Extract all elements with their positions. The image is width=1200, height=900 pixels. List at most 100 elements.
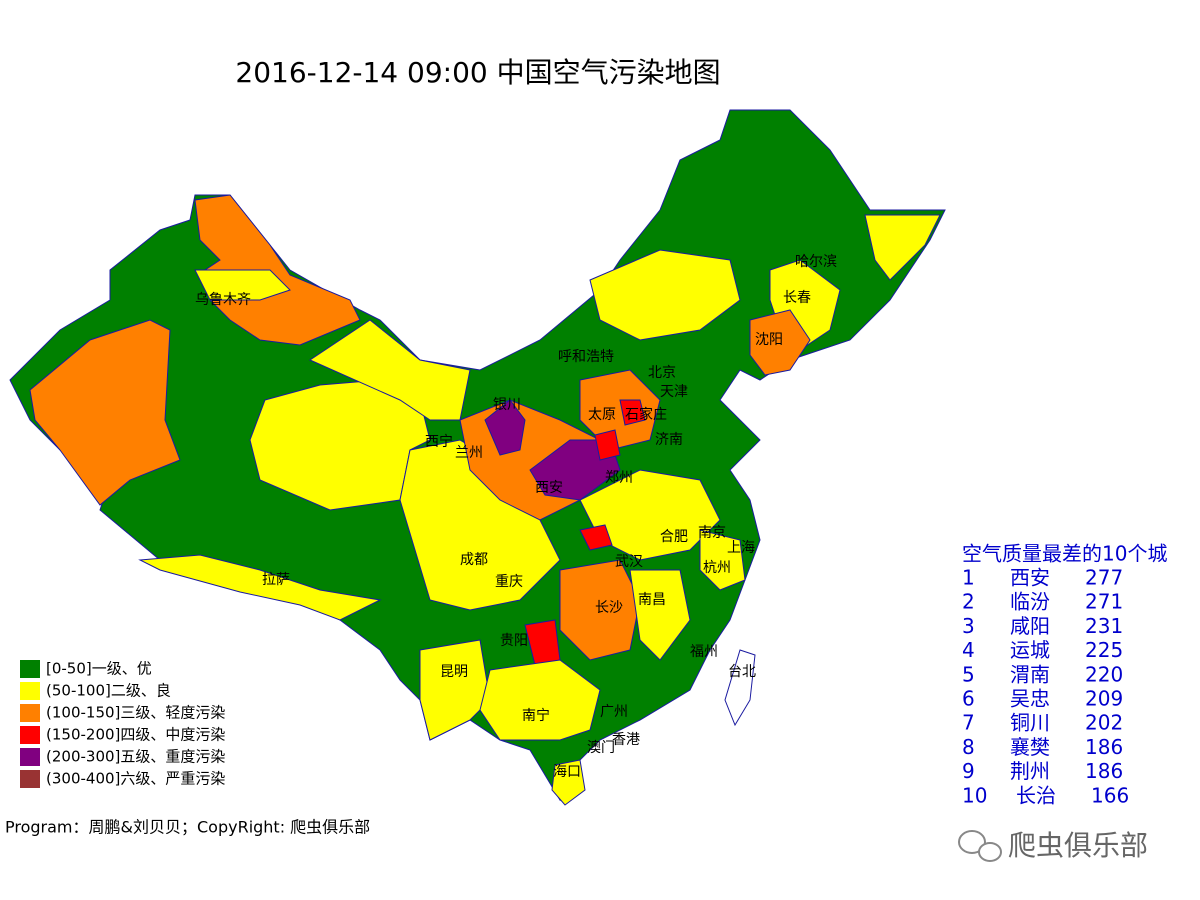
ranking-title: 空气质量最差的10个城 (962, 542, 1167, 566)
city-label: 北京 (648, 365, 676, 381)
region-hunan (559, 559, 641, 661)
rank-value: 209 (1085, 687, 1123, 711)
city-label: 呼和浩特 (558, 349, 614, 365)
rank-number: 1 (962, 566, 975, 590)
city-label: 重庆 (495, 574, 523, 590)
rank-number: 10 (962, 783, 987, 807)
legend-label: (50-100]二级、良 (46, 682, 171, 700)
city-label: 银川 (493, 397, 521, 413)
region-hebei (579, 369, 661, 451)
city-label: 杭州 (703, 560, 731, 576)
rank-number: 6 (962, 687, 975, 711)
rank-city: 吴忠 (1010, 687, 1050, 711)
city-label: 天津 (660, 384, 688, 400)
rank-number: 4 (962, 638, 975, 662)
map-title: 2016-12-14 09:00 中国空气污染地图 (235, 56, 720, 89)
rank-number: 3 (962, 614, 975, 638)
rank-value: 271 (1085, 590, 1123, 614)
legend-label: (200-300]五级、重度污染 (46, 748, 225, 766)
city-label: 澳门 (587, 740, 615, 756)
region-xinjiang-w (29, 319, 181, 506)
rank-number: 5 (962, 662, 975, 686)
city-label: 昆明 (440, 664, 468, 680)
rank-value: 186 (1085, 759, 1123, 783)
city-label: 成都 (460, 552, 488, 568)
rank-city: 铜川 (1010, 711, 1050, 735)
rank-number: 2 (962, 590, 975, 614)
city-label: 西安 (535, 480, 563, 496)
city-label: 拉萨 (262, 572, 290, 588)
city-label: 南昌 (638, 592, 666, 608)
city-label: 长沙 (595, 600, 623, 616)
watermark-icon (978, 842, 1002, 862)
watermark-text: 爬虫俱乐部 (1008, 829, 1148, 862)
footer-credit: Program：周鹏&刘贝贝；CopyRight: 爬虫俱乐部 (5, 818, 370, 837)
region-purple-ningxia (484, 399, 526, 456)
legend-label: [0-50]一级、优 (46, 660, 152, 678)
rank-value: 166 (1091, 783, 1129, 807)
rank-city: 长治 (1016, 783, 1056, 807)
city-label: 合肥 (660, 529, 688, 545)
legend-swatch (20, 660, 40, 678)
watermark: 爬虫俱乐部 (958, 829, 1148, 862)
legend-swatch (20, 704, 40, 722)
rank-city: 临汾 (1010, 590, 1050, 614)
legend-label: (150-200]四级、中度污染 (46, 726, 225, 744)
region-guangxi (479, 659, 601, 741)
rank-city: 运城 (1010, 638, 1050, 662)
region-mongolia (589, 249, 741, 341)
city-label: 济南 (655, 432, 683, 448)
legend-label: (100-150]三级、轻度污染 (46, 704, 225, 722)
rank-number: 7 (962, 711, 975, 735)
region-taiwan (724, 649, 756, 727)
city-label: 贵阳 (500, 633, 528, 649)
rank-number: 8 (962, 735, 975, 759)
rank-value: 186 (1085, 735, 1123, 759)
region-red-shanxi (594, 429, 621, 461)
region-red-hubei (579, 524, 613, 551)
rank-city: 襄樊 (1010, 735, 1050, 759)
rank-city: 渭南 (1010, 662, 1050, 686)
city-label: 台北 (728, 664, 756, 680)
region-ne-east (864, 214, 941, 281)
city-label: 上海 (727, 540, 755, 556)
city-label: 郑州 (605, 470, 633, 486)
watermark-icon (958, 830, 986, 854)
legend-label: (300-400]六级、严重污染 (46, 770, 225, 788)
region-xinjiang-n (194, 194, 361, 346)
city-label: 南宁 (522, 707, 550, 724)
region-purple-shaanxi (529, 439, 621, 501)
rank-city: 西安 (1010, 566, 1050, 590)
rank-value: 202 (1085, 711, 1123, 735)
rank-value: 277 (1085, 566, 1123, 590)
region-gansu (308, 319, 471, 421)
legend-swatch (20, 726, 40, 744)
region-red-hebei (619, 399, 646, 426)
city-label: 长春 (783, 290, 811, 306)
region-tibet-s (138, 554, 382, 621)
ranking-list: 空气质量最差的10个城 1 西安 277 2 临汾 271 3 咸阳 231 4 运城 225 5 渭南 2… (962, 542, 1167, 808)
legend-swatch (20, 770, 40, 788)
city-label: 海口 (553, 764, 581, 780)
rank-value: 220 (1085, 662, 1123, 686)
city-label: 太原 (588, 407, 616, 423)
rank-value: 225 (1085, 638, 1123, 662)
rank-number: 9 (962, 759, 975, 783)
city-label: 武汉 (615, 554, 643, 570)
city-label: 福州 (690, 644, 718, 660)
map-regions (9, 109, 946, 806)
city-label: 广州 (600, 704, 628, 720)
region-jiangxi (629, 569, 691, 661)
city-label: 南京 (698, 525, 726, 541)
city-label: 石家庄 (625, 406, 667, 423)
city-label: 沈阳 (755, 332, 783, 348)
rank-value: 231 (1085, 614, 1123, 638)
region-xinjiang-y (194, 269, 291, 301)
city-label: 乌鲁木齐 (195, 292, 251, 308)
region-east-coast (699, 529, 746, 591)
region-liaoning (749, 309, 811, 376)
city-label: 兰州 (455, 445, 483, 461)
city-label: 香港 (612, 732, 640, 748)
